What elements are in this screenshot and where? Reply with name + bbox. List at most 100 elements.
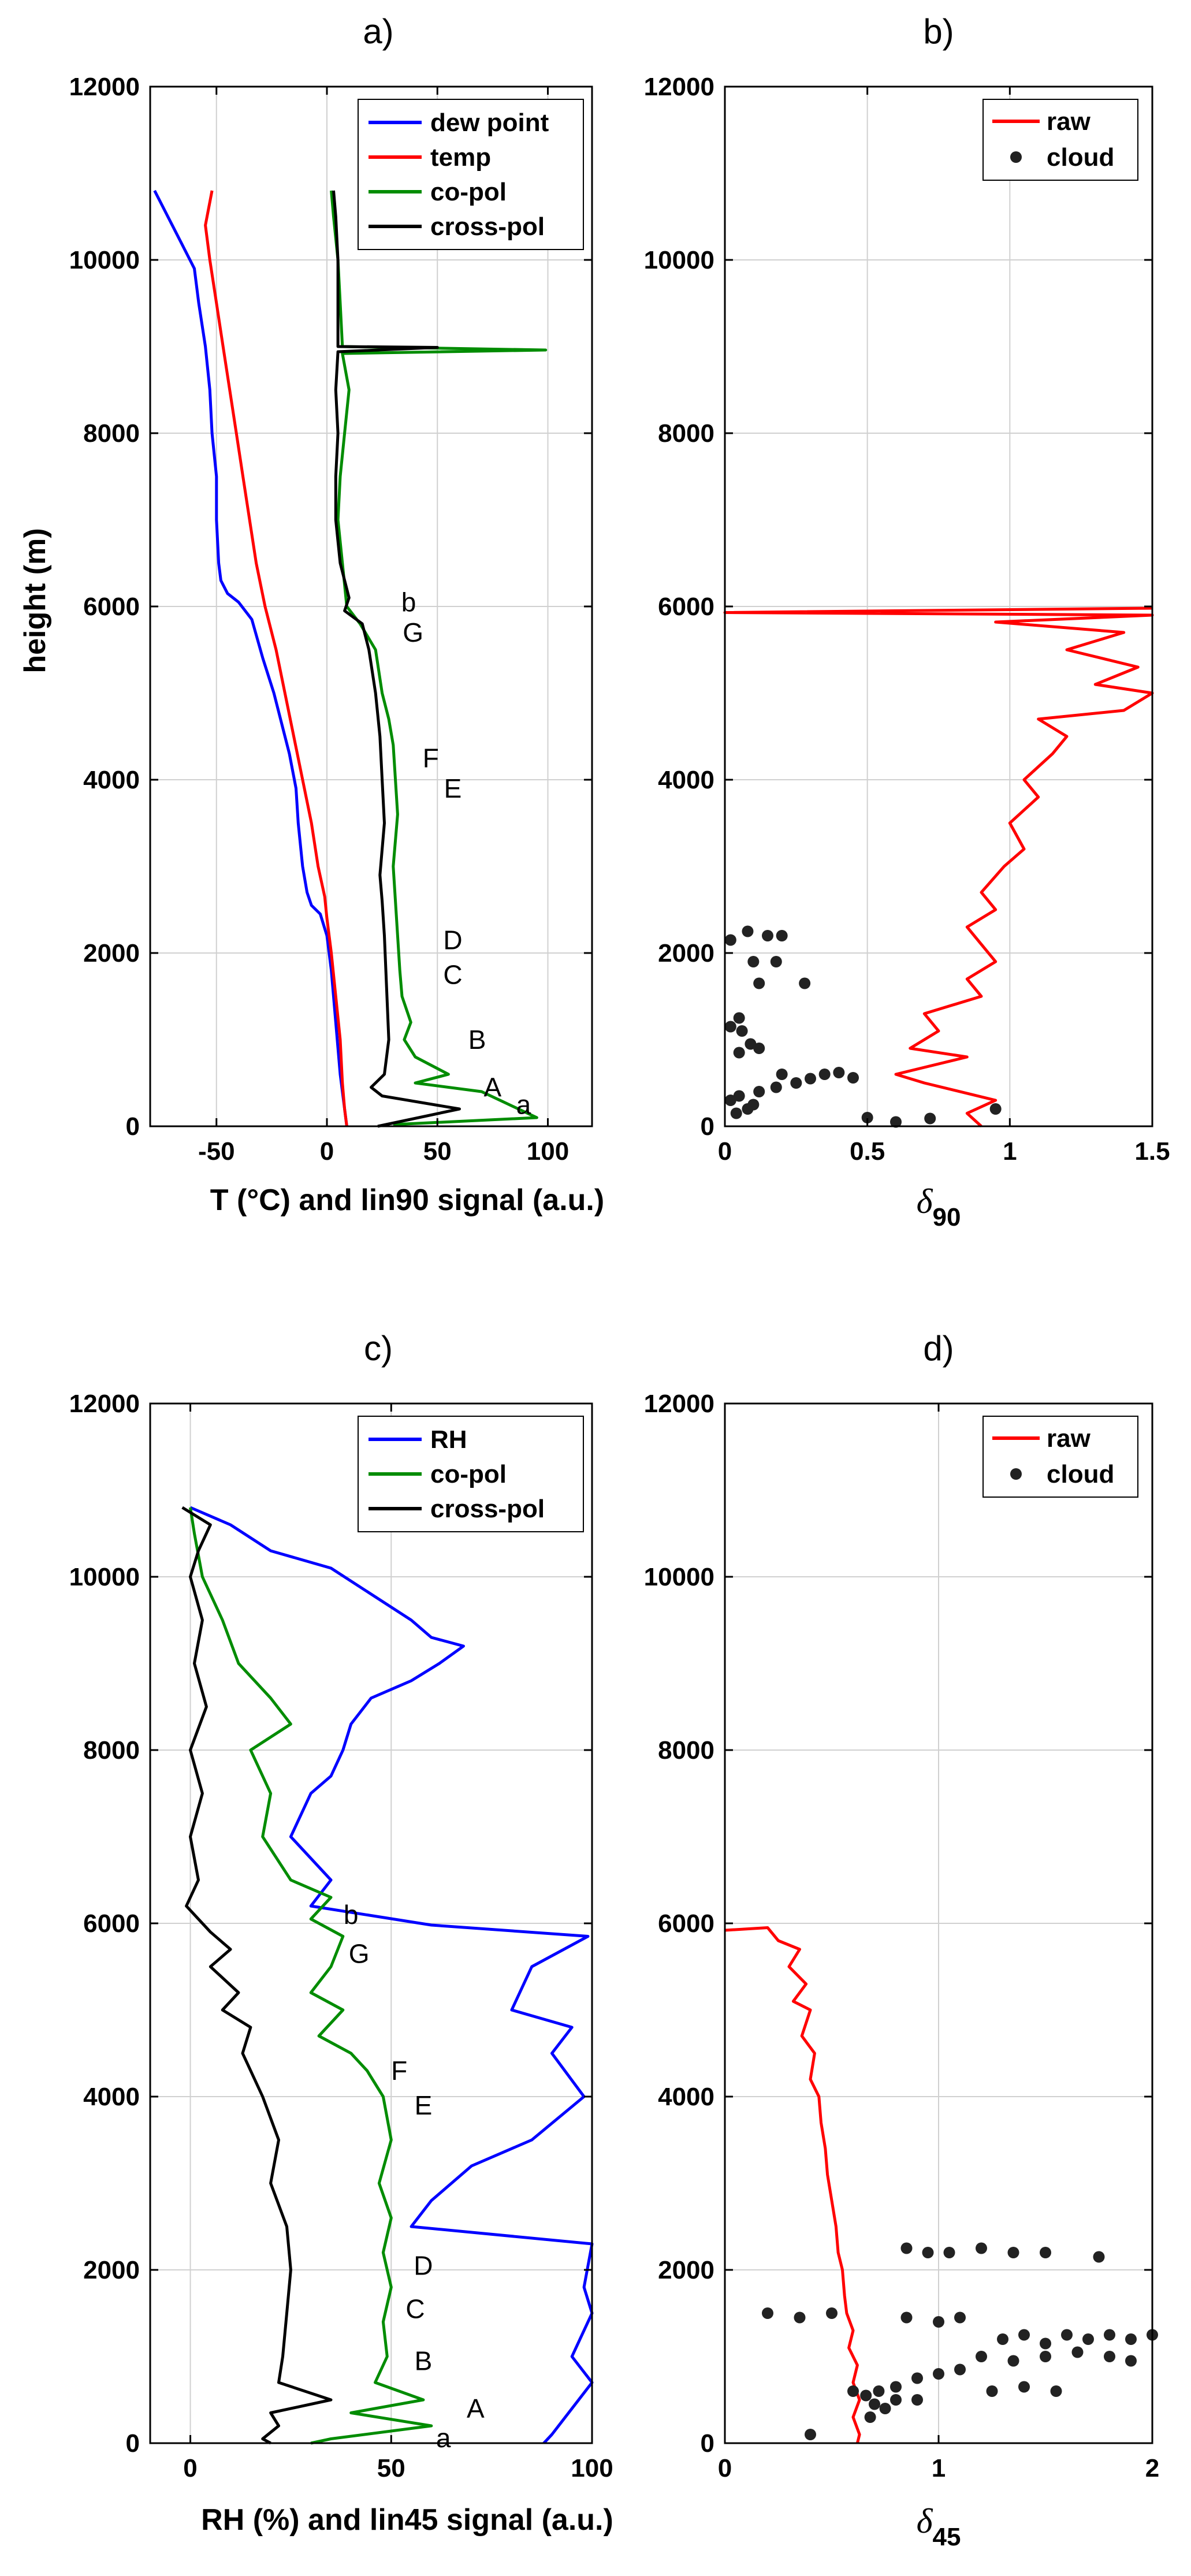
series-a-cross-pol [332, 190, 461, 1128]
legend-c-label-rh: RH [430, 1425, 467, 1454]
ytick-label-d: 0 [701, 2429, 714, 2458]
series-a-temp [204, 190, 348, 1127]
annotation-c-F: F [391, 2056, 407, 2086]
ytick-label-a: 8000 [83, 419, 140, 448]
xtick-label-c: 100 [571, 2454, 613, 2482]
panel-c-plot: bG FE DCB Aa 0 50 100 0 2000 4000 6000 8000 10000 120… [69, 1390, 613, 2482]
ytick-label-a: 0 [126, 1112, 140, 1141]
legend-b-label-raw: raw [1047, 107, 1091, 136]
series-d-cloud-point [1040, 2337, 1051, 2350]
series-b-cloud-point [790, 1077, 802, 1089]
series-b-cloud-point [733, 1047, 745, 1059]
annotation-c-D: D [414, 2251, 433, 2281]
series-b-cloud-point [753, 1086, 765, 1097]
panel-a-legend-box [358, 99, 584, 250]
series-b-cloud-point [762, 930, 773, 941]
series-b-cloud [724, 925, 1002, 1128]
series-b-cloud-point [724, 1095, 736, 1106]
annotation-a-C: C [443, 960, 462, 990]
series-d-cloud-point [873, 2385, 885, 2397]
annotation-a-a: a [516, 1090, 531, 1120]
panel-c-legend: RH co-pol cross-pol [358, 1416, 584, 1532]
series-b-cloud-point [776, 1069, 788, 1080]
series-b-cloud-point [733, 1090, 745, 1102]
series-d-cloud-point [1007, 2247, 1019, 2258]
series-d-cloud-point [860, 2389, 872, 2402]
series-b-cloud-point [745, 1038, 757, 1050]
series-d-cloud-point [890, 2394, 902, 2406]
series-d-cloud-point [890, 2381, 902, 2393]
series-d-cloud-point [976, 2351, 987, 2362]
series-d-cloud-point [1018, 2329, 1030, 2341]
xtick-label-b: 0 [718, 1137, 732, 1166]
xtick-label-d: 1 [932, 2454, 946, 2482]
panel-c-xlabel: RH (%) and lin45 signal (a.u.) [201, 2503, 613, 2537]
ytick-label-b: 6000 [658, 593, 714, 621]
series-d-cloud-point [794, 2311, 806, 2324]
panel-b-plot: 0 0.5 1 1.5 0 2000 4000 6000 8000 10000 12000 [644, 73, 1170, 1166]
legend-b-label-cloud: cloud [1047, 143, 1114, 172]
xtick-label-a: 0 [320, 1137, 334, 1166]
xtick-label-d: 0 [718, 2454, 732, 2482]
ytick-label-c: 6000 [83, 1909, 140, 1938]
series-b-cloud-point [742, 1103, 754, 1115]
panel-b-legend-box [982, 99, 1138, 181]
panel-a: a) bG FE DC BAa -50 0 50 100 0 2000 4000 6000 8000 10… [18, 12, 604, 1217]
panel-d-xlabel-delta: δ [917, 2502, 933, 2540]
ytick-label-c: 12000 [69, 1390, 140, 1418]
series-b-cloud-point [799, 977, 811, 989]
ytick-label-b: 4000 [658, 766, 714, 794]
panel-d-legend: raw cloud [982, 1416, 1138, 1498]
series-b-cloud-point [861, 1112, 873, 1123]
series-b-cloud-point [724, 934, 736, 946]
series-d-cloud-point [1007, 2355, 1019, 2367]
ytick-label-a: 2000 [83, 939, 140, 967]
series-b-cloud-point [833, 1067, 845, 1078]
series-d-cloud-point [1125, 2333, 1137, 2345]
series-d-cloud-point [879, 2403, 891, 2414]
annotation-a-E: E [444, 773, 462, 803]
series-b-cloud-point [736, 1025, 748, 1037]
ytick-label-c: 2000 [83, 2256, 140, 2284]
series-b-cloud-point [770, 1081, 782, 1093]
panel-a-legend: dew point temp co-pol cross-pol [358, 99, 584, 250]
series-d-cloud-point [911, 2394, 923, 2406]
series-d-cloud-point [1018, 2381, 1030, 2393]
annotation-c-a: a [436, 2423, 451, 2453]
ytick-label-b: 2000 [658, 939, 714, 967]
series-d-cloud-point [864, 2411, 876, 2423]
xtick-label-b: 1 [1003, 1137, 1017, 1166]
series-d-raw [724, 1926, 861, 2444]
xtick-label-c: 0 [183, 2454, 197, 2482]
series-c-cross-pol [181, 1506, 333, 2445]
panel-a-plot: bG FE DC BAa -50 0 50 100 0 2000 4000 6000 8000 10000… [69, 73, 593, 1166]
annotation-a-G: G [403, 617, 423, 647]
ytick-label-c: 10000 [69, 1563, 140, 1591]
panel-d-title: d) [923, 1329, 954, 1368]
legend-c-label-co-pol: co-pol [430, 1460, 507, 1488]
series-d-cloud-point [922, 2247, 934, 2258]
series-b-cloud-point [924, 1112, 936, 1125]
series-d-cloud-point [900, 2311, 913, 2324]
series-d-cloud-point [1104, 2351, 1115, 2362]
legend-a-label-temp: temp [430, 143, 491, 172]
series-d-cloud-point [1125, 2355, 1137, 2367]
series-d-cloud-point [1082, 2333, 1094, 2345]
panel-c: c) bG FE DCB Aa 0 50 100 0 2000 4000 6000 8000 10000… [69, 1329, 613, 2537]
series-d-cloud-point [933, 2368, 944, 2380]
series-a-dew-point [153, 189, 348, 1127]
series-b-cloud-point [805, 1073, 816, 1085]
annotation-c-B: B [415, 2346, 433, 2376]
ytick-label-b: 10000 [644, 246, 714, 274]
series-b-cloud-point [730, 1107, 742, 1119]
annotation-c-A: A [467, 2393, 485, 2424]
series-a-co-pol [330, 190, 548, 1126]
ytick-label-d: 8000 [658, 1736, 714, 1765]
ytick-label-a: 10000 [69, 246, 140, 274]
series-d-cloud-point [1104, 2329, 1115, 2341]
series-d-cloud-point [997, 2333, 1008, 2345]
panel-b-xlabel-sub: 90 [932, 1203, 961, 1231]
ytick-label-d: 2000 [658, 2256, 714, 2284]
series-d-cloud-point [933, 2316, 944, 2328]
